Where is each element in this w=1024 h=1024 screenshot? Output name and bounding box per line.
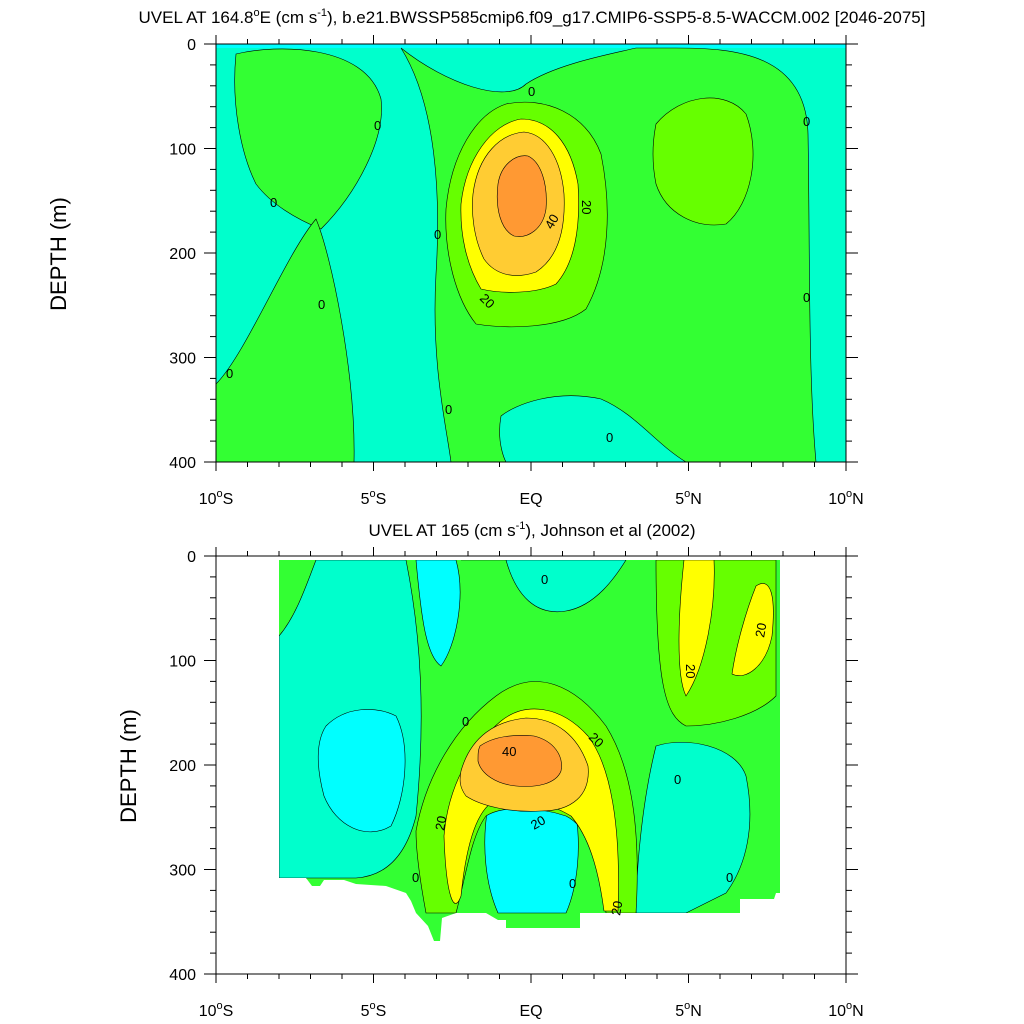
y-tick-label: 200 — [169, 246, 196, 263]
y-tick-label: 400 — [169, 455, 196, 472]
y-tick-label: 400 — [169, 967, 196, 984]
chart-model-svg: UVEL AT 164.8oE (cm s-1), b.e21.BWSSP585… — [46, 7, 926, 508]
y-tick-label: 0 — [187, 549, 196, 566]
chart-title: UVEL AT 165 (cm s-1), Johnson et al (200… — [369, 520, 696, 540]
y-tick-label: 0 — [187, 37, 196, 54]
contour-label: 0 — [462, 714, 469, 729]
surface-c_neg10 — [216, 44, 846, 48]
contour-label: 0 — [541, 572, 548, 587]
contour-label: 0 — [374, 118, 381, 133]
y-tick-label: 100 — [169, 142, 196, 159]
y-tick-label: 300 — [169, 351, 196, 368]
y-tick-label: 300 — [169, 863, 196, 880]
region-neg10 — [415, 560, 461, 667]
x-tick-label: 10oN — [828, 1000, 863, 1020]
x-tick-label: EQ — [519, 491, 542, 508]
y-axis-label: DEPTH (m) — [46, 197, 71, 311]
contour-label: 0 — [726, 870, 733, 885]
contour-label: 20 — [683, 664, 698, 678]
contour-labels: 0 0 0 0 0 0 20 20 20 40 20 20 20 — [412, 572, 769, 917]
plot-area: 0 0 0 0 0 0 0 0 0 0 20 40 20 — [215, 43, 847, 463]
contour-label: 20 — [579, 200, 594, 214]
contour-label: 0 — [270, 195, 277, 210]
region-0-10 — [234, 48, 382, 230]
contour-label: 0 — [803, 290, 810, 305]
x-tick-label: 5oN — [675, 1000, 702, 1020]
chart-panel-observations: UVEL AT 165 (cm s-1), Johnson et al (200… — [0, 512, 1024, 1024]
contour-label: 0 — [606, 430, 613, 445]
contour-label: 0 — [445, 402, 452, 417]
x-tick-label: 10oS — [199, 1000, 234, 1020]
contour-label: 20 — [608, 900, 625, 917]
y-tick-label: 100 — [169, 654, 196, 671]
region-neg0 — [635, 741, 751, 914]
region-0-10 — [216, 218, 355, 462]
plot-area: 0 0 0 0 0 0 20 20 20 40 20 20 20 — [215, 555, 847, 975]
region-neg0 — [461, 560, 627, 613]
x-tick-label: 10oS — [199, 488, 234, 508]
contour-label: 40 — [542, 211, 562, 231]
x-tick-label: 10oN — [828, 488, 863, 508]
contour-label: 0 — [226, 366, 233, 381]
chart-panel-model: UVEL AT 164.8oE (cm s-1), b.e21.BWSSP585… — [46, 7, 926, 508]
x-tick-label: 5oS — [361, 1000, 387, 1020]
region-20-30 — [678, 560, 715, 697]
x-tick-label: 5oS — [361, 488, 387, 508]
y-tick-label: 200 — [169, 758, 196, 775]
contour-label: 20 — [752, 622, 769, 639]
y-axis-label: DEPTH (m) — [116, 709, 141, 823]
contour-label: 0 — [412, 870, 419, 885]
x-tick-label: EQ — [519, 1003, 542, 1020]
contour-label: 0 — [318, 297, 325, 312]
region-40-50 — [477, 735, 562, 787]
contour-label: 0 — [569, 876, 576, 891]
contour-label: 0 — [434, 227, 441, 242]
region-neg10 — [317, 709, 406, 833]
chart-obs-svg: UVEL AT 165 (cm s-1), Johnson et al (200… — [116, 520, 864, 1020]
contour-label: 0 — [803, 114, 810, 129]
x-tick-label: 5oN — [675, 488, 702, 508]
chart-title: UVEL AT 164.8oE (cm s-1), b.e21.BWSSP585… — [139, 7, 926, 27]
region-20-30 — [731, 583, 774, 676]
contour-label: 20 — [528, 812, 548, 832]
contour-label: 20 — [432, 815, 449, 832]
region-40-50 — [496, 155, 547, 237]
region-10-20 — [652, 97, 754, 226]
contour-label: 0 — [528, 84, 535, 99]
contour-label: 0 — [674, 772, 681, 787]
contour-label: 40 — [502, 744, 516, 759]
